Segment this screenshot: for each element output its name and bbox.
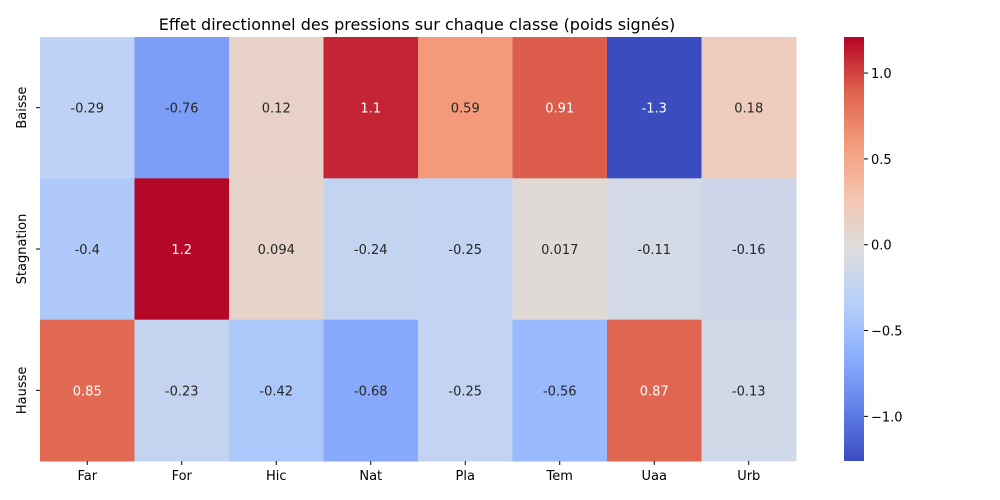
y-tick-label: Hausse: [15, 367, 30, 415]
cell-value-label: -0.42: [259, 384, 293, 399]
x-tick-label: For: [172, 469, 193, 484]
colorbar-tick-label: −0.5: [871, 325, 903, 340]
heatmap-cell: [134, 178, 230, 321]
heatmap-cell: [512, 37, 608, 179]
x-tick-label: Far: [77, 469, 97, 484]
heatmap-cell-labels: -0.29 -0.76 0.12 1.1 0.59 0.91 -1.3 0.18 -0.4 1.2…: [70, 102, 765, 400]
x-tick-label: Uaa: [642, 469, 667, 484]
cell-value-label: 0.18: [734, 102, 763, 117]
cell-value-label: 0.87: [640, 384, 669, 399]
heatmap-cell: [229, 37, 324, 179]
colorbar-tick-label: 0.0: [871, 239, 892, 254]
colorbar-gradient: [844, 37, 864, 461]
cell-value-label: 0.91: [545, 102, 574, 117]
cell-value-label: -0.4: [75, 243, 100, 258]
cell-value-label: -0.13: [732, 384, 766, 399]
chart-title: Effet directionnel des pressions sur cha…: [159, 15, 676, 34]
cell-value-label: 0.59: [451, 102, 480, 117]
heatmap-cell: [418, 37, 513, 179]
colorbar-tick-label: 1.0: [871, 67, 892, 82]
heatmap-cell: [40, 319, 135, 462]
cell-value-label: -0.29: [70, 102, 104, 117]
cell-value-label: -0.11: [637, 243, 671, 258]
y-axis: Baisse Stagnation Hausse: [15, 87, 40, 414]
x-tick-label: Urb: [737, 469, 760, 484]
heatmap-cell: [418, 319, 513, 462]
x-tick-label: Hic: [266, 469, 287, 484]
heatmap-cell: [323, 178, 419, 321]
y-tick-label: Baisse: [15, 87, 30, 129]
heatmap-cell: [701, 178, 797, 321]
cell-value-label: -0.23: [165, 384, 199, 399]
cell-value-label: 1.2: [171, 243, 192, 258]
heatmap-cell: [40, 178, 135, 321]
cell-value-label: -0.56: [543, 384, 577, 399]
heatmap-cell: [229, 319, 324, 462]
y-tick-label: Stagnation: [15, 214, 30, 285]
cell-value-label: 1.1: [360, 102, 381, 117]
cell-value-label: 0.12: [262, 102, 291, 117]
heatmap-cell: [512, 319, 608, 462]
heatmap-cell: [323, 37, 419, 179]
heatmap-cell: [134, 319, 230, 462]
colorbar-tick-label: 0.5: [871, 153, 892, 168]
heatmap-cell: [701, 319, 797, 462]
heatmap-cell: [40, 37, 135, 179]
cell-value-label: 0.094: [258, 243, 295, 258]
cell-value-label: 0.85: [73, 384, 102, 399]
x-axis: Far For Hic Nat Pla Tem Uaa Urb: [77, 461, 760, 484]
x-tick-label: Pla: [456, 469, 475, 484]
heatmap-cell: [512, 178, 608, 321]
heatmap-cell: [418, 178, 513, 321]
heatmap-cell: [607, 37, 702, 179]
cell-value-label: -0.24: [354, 243, 388, 258]
heatmap-cell: [229, 178, 324, 321]
heatmap-cells: [40, 37, 797, 462]
x-tick-label: Nat: [359, 469, 382, 484]
cell-value-label: -1.3: [642, 102, 667, 117]
cell-value-label: -0.76: [165, 102, 199, 117]
colorbar-tick-label: −1.0: [871, 410, 903, 425]
heatmap-cell: [134, 37, 230, 179]
heatmap-cell: [607, 319, 702, 462]
x-tick-label: Tem: [546, 469, 573, 484]
cell-value-label: -0.25: [448, 384, 482, 399]
cell-value-label: 0.017: [541, 243, 578, 258]
cell-value-label: -0.68: [354, 384, 388, 399]
cell-value-label: -0.16: [732, 243, 766, 258]
colorbar: −1.0 −0.5 0.0 0.5 1.0: [844, 37, 903, 461]
heatmap-cell: [323, 319, 419, 462]
heatmap-cell: [701, 37, 797, 179]
colorbar-ticks: −1.0 −0.5 0.0 0.5 1.0: [864, 67, 903, 425]
heatmap-cell: [607, 178, 702, 321]
cell-value-label: -0.25: [448, 243, 482, 258]
